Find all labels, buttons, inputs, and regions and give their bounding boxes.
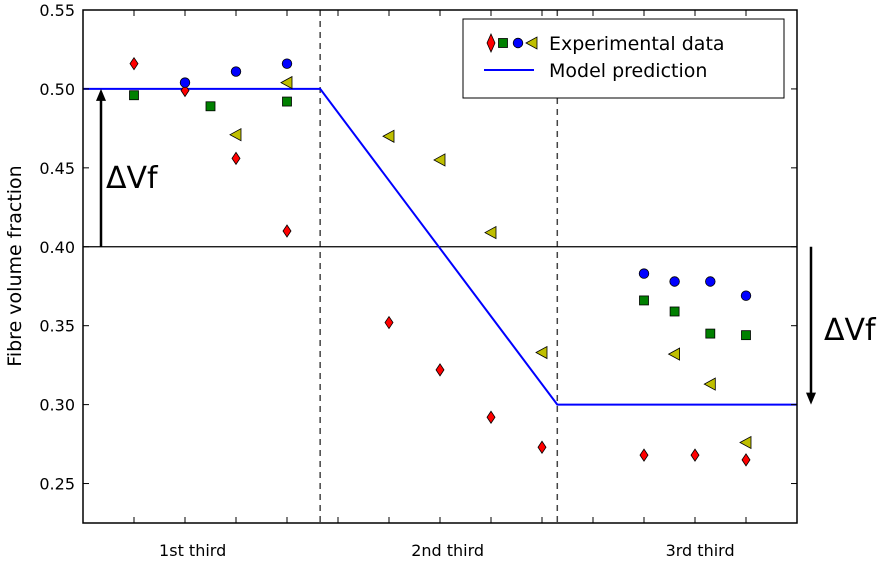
legend-circle-marker <box>512 37 524 49</box>
square-point-2 <box>205 101 216 112</box>
category-label-3: 3rd third <box>666 541 735 560</box>
category-label-2: 2nd third <box>411 541 484 560</box>
legend-square-marker <box>498 38 508 48</box>
diamond-point-9 <box>639 448 649 462</box>
legend-diamond-marker <box>486 33 496 53</box>
y-axis-label: Fibre volume fraction <box>4 165 26 366</box>
x-axis: 1st third 2nd third 3rd third <box>133 10 747 560</box>
diamond-point-1 <box>129 56 139 71</box>
triangle-left-point-4 <box>433 153 446 167</box>
model-prediction-line <box>83 87 797 406</box>
triangle-left-point-3 <box>382 129 395 143</box>
square-point-1 <box>129 90 139 101</box>
square-point-6 <box>705 328 716 339</box>
triangle-left-point-5 <box>484 225 497 240</box>
diamond-point-7 <box>486 410 496 424</box>
y-axis: 0.25 0.30 0.35 0.40 0.45 0.50 0.55 <box>39 1 797 494</box>
diamond-point-2 <box>180 83 190 98</box>
circle-point-5 <box>669 276 680 287</box>
annotation-right: ΔVf <box>806 246 877 405</box>
annotation-left-label: ΔVf <box>106 161 159 196</box>
diamond-point-10 <box>690 448 700 462</box>
circle-point-7 <box>740 290 752 301</box>
triangle-left-point-8 <box>703 377 716 391</box>
diamond-point-3 <box>231 151 241 166</box>
triangle-left-point-7 <box>667 347 680 361</box>
legend-triangle-marker <box>525 36 538 50</box>
circle-point-3 <box>281 58 293 69</box>
diamond-point-11 <box>741 453 751 467</box>
y-tick-label-5: 0.45 <box>39 159 75 178</box>
triangle-left-point-9 <box>739 435 752 450</box>
square-point-7 <box>741 330 751 341</box>
circle-point-4 <box>638 268 650 279</box>
square-point-5 <box>669 306 680 317</box>
triangle-left-point-1 <box>229 128 242 142</box>
diamond-point-4 <box>282 224 292 238</box>
square-point-3 <box>282 96 292 107</box>
y-tick-label-2: 0.30 <box>39 396 75 415</box>
triangle-left-point-2 <box>280 75 293 90</box>
y-tick-label-1: 0.25 <box>39 475 75 494</box>
legend-model-label: Model prediction <box>549 60 707 82</box>
legend-box <box>462 18 785 99</box>
square-point-4 <box>639 295 649 306</box>
diamond-point-6 <box>435 363 445 377</box>
region-dividers <box>319 10 559 523</box>
annotation-left-arrowhead <box>96 88 106 101</box>
y-tick-label-7: 0.55 <box>39 1 75 20</box>
triangle-left-point-6 <box>535 345 548 360</box>
legend-swatches <box>486 33 538 53</box>
annotation-left: ΔVf <box>96 88 159 247</box>
y-tick-label-6: 0.50 <box>39 80 75 99</box>
y-tick-label-3: 0.35 <box>39 317 75 336</box>
circle-point-6 <box>705 276 716 287</box>
data-points <box>129 56 752 467</box>
y-tick-label-4: 0.40 <box>39 238 75 257</box>
circle-point-1 <box>179 77 191 88</box>
legend: Experimental data Model prediction <box>462 18 785 99</box>
annotation-right-label: ΔVf <box>824 313 877 348</box>
legend-experimental-label: Experimental data <box>549 33 725 55</box>
diamond-point-5 <box>384 315 394 330</box>
category-label-1: 1st third <box>159 541 226 560</box>
annotation-right-arrowhead <box>806 392 816 405</box>
diamond-point-8 <box>537 440 547 454</box>
circle-point-2 <box>230 66 242 77</box>
